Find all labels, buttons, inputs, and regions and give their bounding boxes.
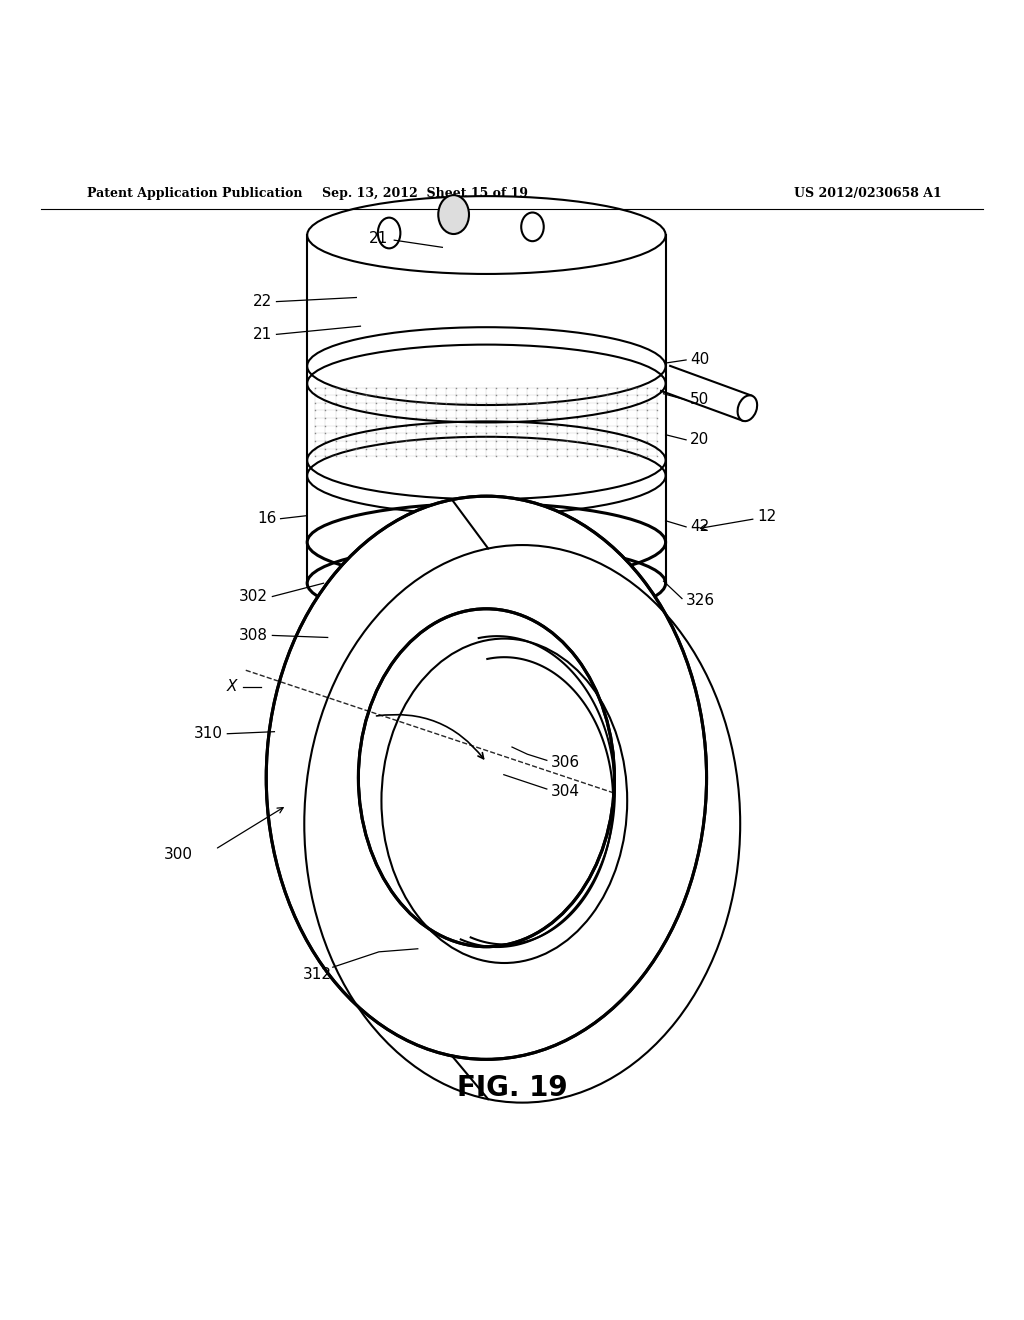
Text: 20: 20 [690,433,710,447]
Text: 40: 40 [690,352,710,367]
Polygon shape [266,496,707,1060]
Text: Patent Application Publication: Patent Application Publication [87,186,302,199]
Text: 22: 22 [253,294,272,309]
Text: 16: 16 [257,511,276,527]
Text: 12: 12 [758,510,777,524]
Text: 300: 300 [164,847,193,862]
Text: 312: 312 [303,966,332,982]
Ellipse shape [737,396,757,421]
Ellipse shape [438,195,469,234]
Text: Sep. 13, 2012  Sheet 15 of 19: Sep. 13, 2012 Sheet 15 of 19 [322,186,528,199]
Text: FIG. 19: FIG. 19 [457,1074,567,1102]
Text: 50: 50 [690,392,710,408]
Text: 306: 306 [551,755,580,770]
Text: 310: 310 [195,726,223,742]
Text: 21: 21 [253,327,272,342]
Text: 308: 308 [240,628,268,643]
Text: 304: 304 [551,784,580,799]
Ellipse shape [358,609,614,946]
Text: X: X [227,678,238,694]
Text: 21: 21 [370,231,388,246]
Text: 42: 42 [690,519,710,535]
Text: 302: 302 [240,589,268,605]
Text: US 2012/0230658 A1: US 2012/0230658 A1 [794,186,941,199]
Text: 326: 326 [686,593,715,609]
